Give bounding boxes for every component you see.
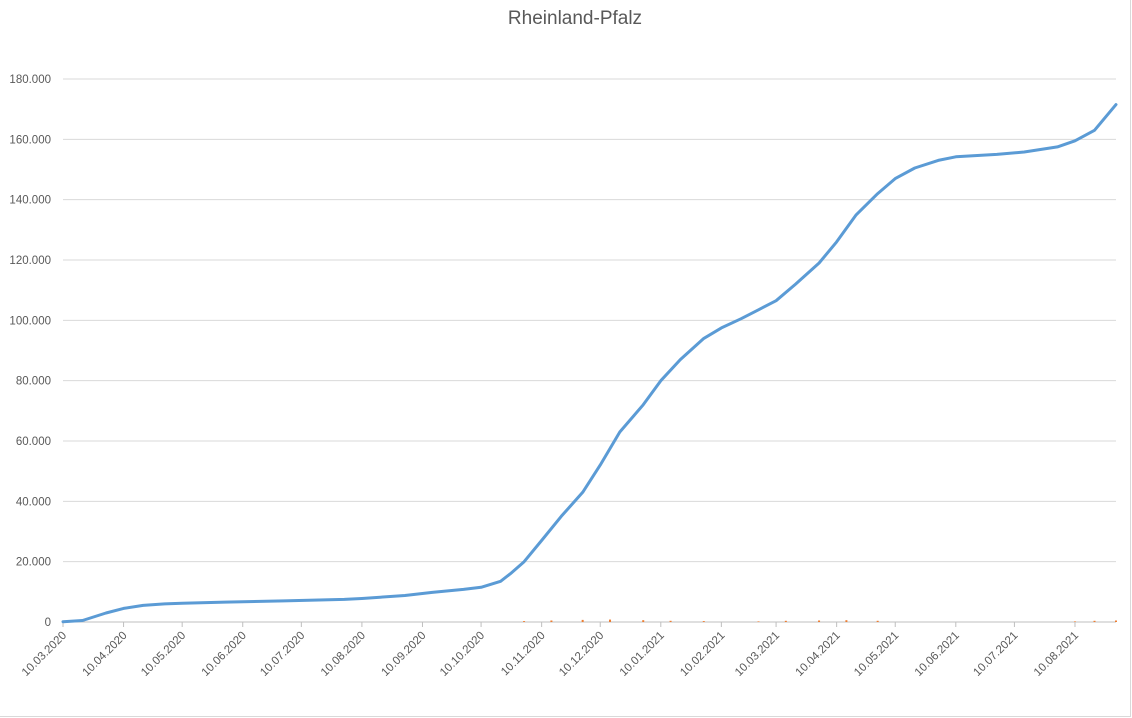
bar	[550, 620, 553, 622]
y-tick-label: 120.000	[9, 255, 51, 267]
x-tick-label: 10.08.2021	[1032, 630, 1081, 679]
x-tick-label: 10.03.2021	[733, 630, 782, 679]
x-tick-label: 10.03.2020	[20, 630, 69, 679]
y-tick-label: 160.000	[9, 134, 51, 146]
bar	[642, 620, 645, 622]
y-tick-label: 20.000	[16, 557, 51, 569]
x-tick-label: 10.07.2021	[971, 630, 1020, 679]
x-tick-label: 10.10.2020	[438, 630, 487, 679]
y-tick-label: 100.000	[9, 315, 51, 327]
x-tick-label: 10.06.2021	[913, 630, 962, 679]
x-tick-label: 10.02.2021	[678, 630, 727, 679]
x-tick-label: 10.05.2020	[139, 630, 188, 679]
bar	[1093, 620, 1096, 622]
y-tick-label: 140.000	[9, 195, 51, 207]
x-tick-label: 10.05.2021	[852, 630, 901, 679]
x-tick-label: 10.06.2020	[200, 630, 249, 679]
bar	[818, 620, 821, 622]
x-tick-label: 10.07.2020	[258, 630, 307, 679]
y-tick-label: 60.000	[16, 436, 51, 448]
bar	[523, 621, 526, 622]
y-tick-label: 0	[45, 617, 51, 629]
bar	[876, 620, 879, 622]
x-tick-label: 10.01.2021	[618, 630, 667, 679]
x-tick-label: 10.09.2020	[379, 630, 428, 679]
x-tick-label: 10.04.2021	[794, 630, 843, 679]
bar	[757, 621, 760, 622]
chart-title: Rheinland-Pfalz	[507, 8, 643, 29]
bar	[784, 620, 787, 622]
x-tick-label: 10.04.2020	[80, 630, 129, 679]
x-tick-label: 10.08.2020	[319, 630, 368, 679]
y-tick-label: 80.000	[16, 376, 51, 388]
bar	[581, 619, 584, 622]
bar	[609, 619, 612, 622]
bar	[669, 620, 672, 622]
y-tick-label: 40.000	[16, 496, 51, 508]
bar	[1115, 620, 1117, 622]
x-tick-label: 10.11.2020	[499, 630, 548, 679]
x-tick-label: 10.12.2020	[557, 630, 606, 679]
bar	[1073, 621, 1076, 622]
series-line	[61, 103, 1118, 624]
bar	[702, 621, 705, 622]
y-tick-label: 180.000	[9, 74, 51, 86]
bar	[845, 620, 848, 622]
